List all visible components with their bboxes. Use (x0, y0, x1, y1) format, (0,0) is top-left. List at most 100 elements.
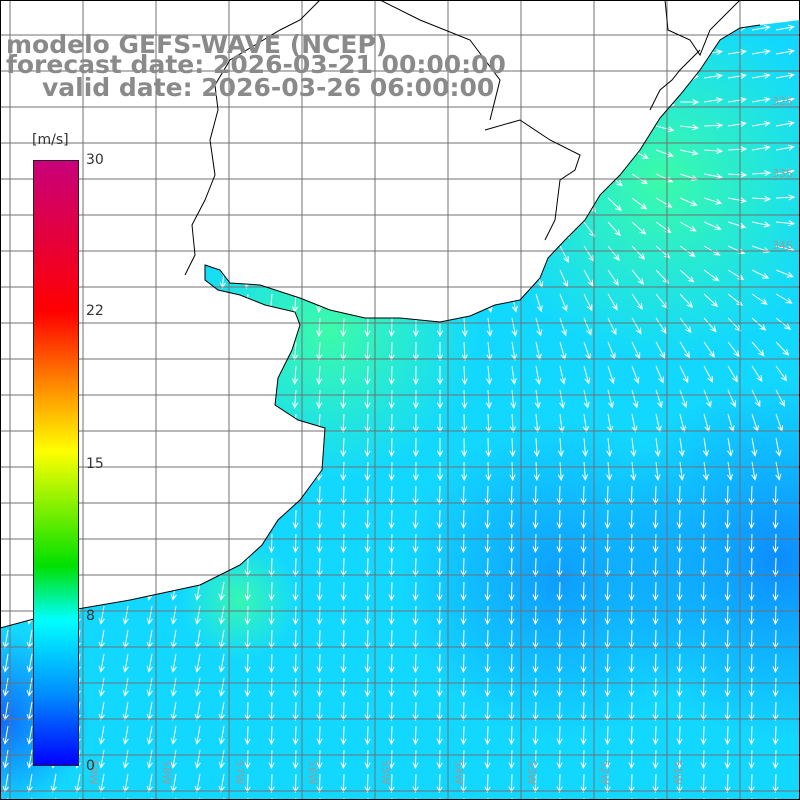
wind-arrow (147, 245, 154, 266)
wind-arrow (268, 773, 275, 794)
wind-arrow (244, 677, 251, 698)
wind-arrow (486, 341, 493, 362)
wind-arrow (26, 749, 33, 769)
wind-arrow (702, 461, 709, 481)
wind-arrow (559, 125, 573, 141)
wind-arrow (195, 293, 202, 314)
wind-arrow (50, 773, 57, 793)
wind-arrow (436, 653, 443, 674)
wind-arrow (316, 437, 323, 458)
wind-arrow (219, 173, 226, 194)
wind-arrow (678, 461, 685, 481)
wind-arrow (751, 72, 771, 79)
wind-arrow (751, 389, 761, 408)
wind-arrow (195, 269, 202, 290)
wind-arrow (436, 557, 443, 578)
wind-arrow (606, 437, 613, 458)
wind-arrow (340, 293, 347, 314)
wind-arrow (652, 653, 659, 674)
wind-arrow (340, 101, 347, 122)
wind-arrow (583, 29, 602, 39)
wind-arrow (535, 197, 545, 216)
wind-arrow (147, 365, 154, 386)
wind-arrow (2, 677, 9, 697)
colorbar-unit: [m/s] (32, 132, 69, 148)
wind-arrow (484, 533, 491, 554)
wind-arrow (508, 581, 515, 602)
wind-arrow (171, 293, 178, 314)
wind-arrow (147, 269, 154, 290)
wind-arrow (484, 557, 491, 578)
wind-arrow (631, 27, 652, 34)
wind-arrow (556, 653, 563, 674)
wind-arrow (340, 413, 347, 434)
wind-arrow (171, 317, 178, 338)
wind-arrow (123, 461, 130, 482)
wind-arrow (171, 437, 178, 458)
wind-arrow (676, 581, 683, 602)
wind-arrow (364, 317, 371, 338)
wind-arrow (655, 365, 664, 384)
wind-arrow (123, 341, 130, 362)
wind-arrow (628, 653, 635, 674)
wind-arrow (316, 629, 323, 650)
wind-arrow (724, 653, 731, 674)
wind-arrow (535, 341, 542, 361)
wind-arrow (364, 149, 371, 170)
wind-arrow (436, 126, 444, 146)
wind-arrow (532, 701, 539, 722)
wind-arrow (535, 173, 546, 191)
wind-arrow (580, 485, 587, 506)
wind-arrow (316, 605, 323, 626)
wind-arrow (268, 605, 275, 626)
wind-arrow (556, 677, 563, 698)
wind-arrow (123, 101, 130, 122)
wind-arrow (652, 581, 659, 602)
wind-arrow (724, 701, 731, 722)
wind-arrow (146, 485, 153, 505)
wind-arrow (679, 49, 699, 56)
wind-arrow (604, 749, 611, 770)
wind-arrow (652, 749, 659, 770)
wind-arrow (388, 365, 395, 386)
wind-arrow (292, 701, 299, 722)
wind-arrow (316, 725, 323, 746)
wind-arrow (316, 317, 323, 338)
wind-arrow (775, 168, 795, 175)
wind-arrow (652, 485, 659, 506)
wind-arrow (74, 773, 81, 793)
wind-arrow (727, 365, 738, 383)
wind-arrow (170, 677, 177, 697)
wind-arrow (484, 485, 491, 506)
wind-arrow (243, 365, 250, 386)
wind-arrow (268, 677, 275, 698)
wind-arrow (316, 701, 323, 722)
wind-arrow (27, 101, 34, 122)
wind-arrow (2, 725, 9, 745)
wind-arrow (654, 461, 661, 482)
wind-arrow (267, 125, 274, 146)
wind-arrow (462, 221, 469, 242)
wind-arrow (607, 197, 622, 212)
wind-arrow (631, 317, 642, 335)
wind-arrow (170, 629, 177, 649)
wind-arrow (292, 677, 299, 698)
wind-arrow (412, 605, 419, 626)
wind-arrow (122, 581, 129, 601)
wind-arrow (607, 413, 614, 433)
wind-arrow (388, 725, 395, 746)
wind-arrow (267, 413, 274, 434)
wind-arrow (194, 605, 201, 625)
wind-arrow (751, 144, 771, 151)
wind-arrow (291, 317, 299, 338)
wind-arrow (340, 629, 347, 650)
wind-arrow (700, 605, 707, 626)
wind-arrow (679, 124, 700, 131)
wind-arrow (508, 677, 515, 698)
wind-arrow (3, 365, 10, 386)
wind-arrow (748, 653, 755, 674)
wind-arrow (436, 462, 444, 482)
wind-arrow (147, 197, 154, 218)
wind-arrow (340, 245, 347, 266)
wind-arrow (628, 677, 635, 698)
